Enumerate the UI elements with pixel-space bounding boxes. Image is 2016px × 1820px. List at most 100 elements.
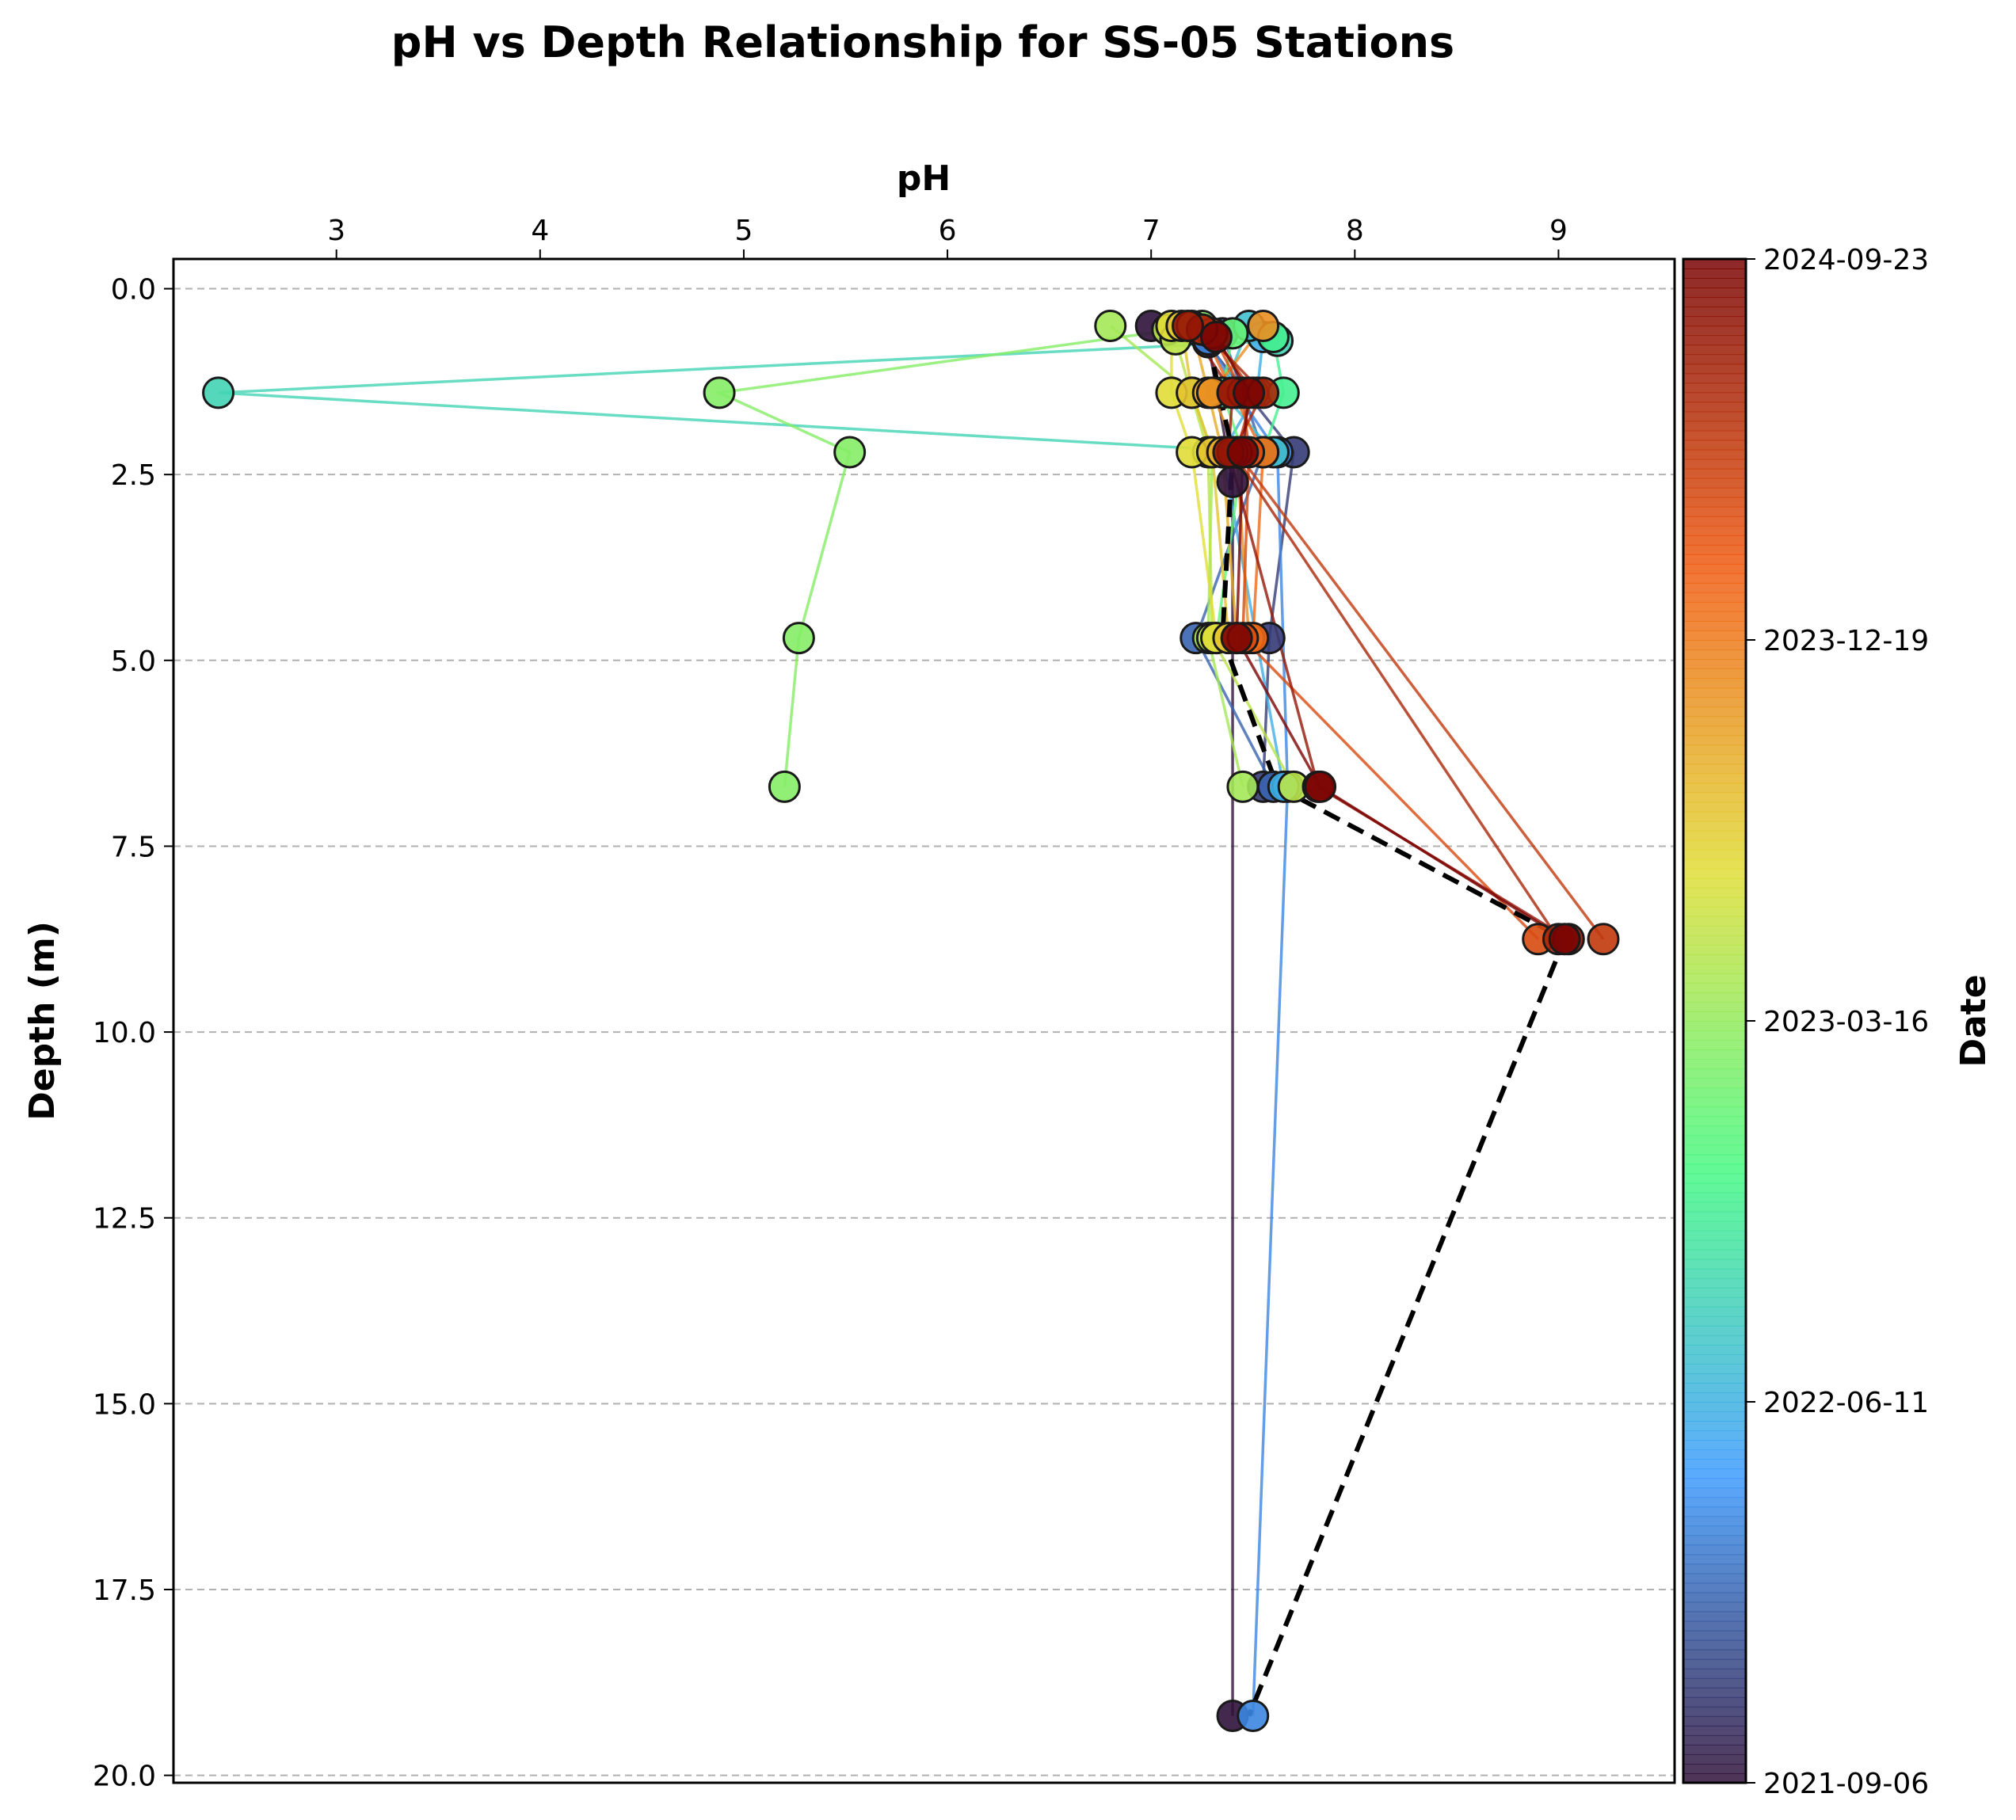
- y-tick-label: 2.5: [111, 459, 156, 492]
- colorbar-segment: [1683, 1392, 1746, 1403]
- data-point: [1548, 923, 1581, 956]
- colorbar-tick-label: 2024-09-23: [1763, 244, 1929, 276]
- colorbar: 2021-09-06 2022-06-11 2023-03-16 2023-12-19…: [1682, 244, 1929, 1800]
- colorbar-segment: [1683, 973, 1746, 984]
- colorbar-segment: [1683, 1706, 1746, 1717]
- colorbar-segment: [1683, 821, 1746, 832]
- colorbar-segment: [1683, 1411, 1746, 1422]
- colorbar-segment: [1683, 1715, 1746, 1727]
- y-tick-label: 5.0: [111, 645, 156, 678]
- colorbar-segment: [1683, 563, 1746, 574]
- data-point: [1237, 1700, 1270, 1733]
- colorbar-segment: [1683, 392, 1746, 403]
- y-tick-label: 17.5: [93, 1574, 156, 1607]
- data-point: [1094, 309, 1127, 342]
- series-line: [1170, 326, 1218, 638]
- colorbar-segment: [1683, 601, 1746, 612]
- data-point: [1226, 436, 1260, 469]
- colorbar-segment: [1683, 1478, 1746, 1489]
- colorbar-segment: [1683, 1201, 1746, 1213]
- colorbar-segment: [1683, 297, 1746, 308]
- colorbar-segment: [1683, 1563, 1746, 1574]
- x-tick-label: 7: [1142, 215, 1160, 247]
- data-point: [1199, 321, 1233, 354]
- colorbar-segment: [1683, 1639, 1746, 1651]
- colorbar-segment: [1683, 716, 1746, 727]
- colorbar-segment: [1683, 782, 1746, 794]
- colorbar-segment: [1683, 878, 1746, 889]
- colorbar-segment: [1683, 1592, 1746, 1603]
- colorbar-segment: [1683, 1421, 1746, 1432]
- colorbar-segment: [1683, 1239, 1746, 1251]
- colorbar-segment: [1683, 468, 1746, 479]
- colorbar-segment: [1683, 411, 1746, 422]
- series-layer: [218, 324, 1605, 1716]
- colorbar-segment: [1683, 1011, 1746, 1022]
- colorbar-segment: [1683, 887, 1746, 898]
- colorbar-segment: [1683, 725, 1746, 737]
- colorbar-segment: [1683, 1649, 1746, 1660]
- colorbar-segment: [1683, 1440, 1746, 1451]
- data-point: [1216, 466, 1249, 499]
- colorbar-segment: [1683, 1001, 1746, 1012]
- colorbar-segment: [1683, 1630, 1746, 1641]
- colorbar-tick-label: 2023-12-19: [1763, 625, 1929, 657]
- colorbar-segment: [1683, 554, 1746, 565]
- colorbar-segment: [1683, 859, 1746, 870]
- grid-layer: [173, 287, 1675, 1776]
- colorbar-segment: [1683, 1287, 1746, 1298]
- colorbar-tick-label: 2022-06-11: [1763, 1387, 1929, 1419]
- data-point: [1233, 376, 1266, 409]
- colorbar-segment: [1683, 1487, 1746, 1498]
- series-line: [1190, 326, 1238, 638]
- colorbar-segment: [1683, 1772, 1746, 1784]
- colorbar-segment: [1683, 1249, 1746, 1260]
- colorbar-segment: [1683, 1611, 1746, 1622]
- y-tick-label: 10.0: [93, 1017, 156, 1049]
- colorbar-segment: [1683, 1725, 1746, 1736]
- y-axis-title: Depth (m): [22, 921, 63, 1121]
- colorbar-segment: [1683, 1535, 1746, 1546]
- colorbar-segment: [1683, 440, 1746, 451]
- colorbar-segment: [1683, 421, 1746, 432]
- colorbar-segment: [1683, 345, 1746, 356]
- colorbar-segment: [1683, 1668, 1746, 1679]
- colorbar-segment: [1683, 640, 1746, 651]
- colorbar-segment: [1683, 706, 1746, 718]
- colorbar-segment: [1683, 478, 1746, 489]
- colorbar-segment: [1683, 525, 1746, 536]
- colorbar-segment: [1683, 516, 1746, 527]
- colorbar-segment: [1683, 916, 1746, 927]
- colorbar-segment: [1683, 944, 1746, 955]
- colorbar-segment: [1683, 1497, 1746, 1508]
- colorbar-segment: [1683, 1258, 1746, 1270]
- colorbar-segment: [1683, 1620, 1746, 1632]
- colorbar-segment: [1683, 1059, 1746, 1070]
- colorbar-segment: [1683, 1277, 1746, 1289]
- colorbar-segment: [1683, 868, 1746, 879]
- data-point: [1247, 309, 1280, 342]
- colorbar-segment: [1683, 1658, 1746, 1670]
- colorbar-segment: [1683, 1316, 1746, 1327]
- colorbar-segment: [1683, 792, 1746, 803]
- data-point: [202, 376, 235, 409]
- colorbar-segment: [1683, 1763, 1746, 1774]
- x-tick-label: 4: [531, 215, 549, 247]
- colorbar-segment: [1683, 1030, 1746, 1041]
- colorbar-segment: [1683, 459, 1746, 470]
- series-line: [714, 324, 1202, 787]
- colorbar-segment: [1683, 592, 1746, 603]
- data-point: [782, 622, 815, 655]
- colorbar-segment: [1683, 1744, 1746, 1755]
- x-axis-title: pH: [897, 158, 951, 199]
- colorbar-segment: [1683, 811, 1746, 822]
- colorbar-segment: [1683, 1192, 1746, 1203]
- colorbar-segment: [1683, 316, 1746, 327]
- colorbar-segment: [1683, 1373, 1746, 1384]
- colorbar-segment: [1683, 1116, 1746, 1127]
- colorbar-segment: [1683, 1068, 1746, 1079]
- colorbar-segment: [1683, 1696, 1746, 1708]
- colorbar-segment: [1683, 506, 1746, 517]
- colorbar-segment: [1683, 773, 1746, 784]
- colorbar-segment: [1683, 1211, 1746, 1222]
